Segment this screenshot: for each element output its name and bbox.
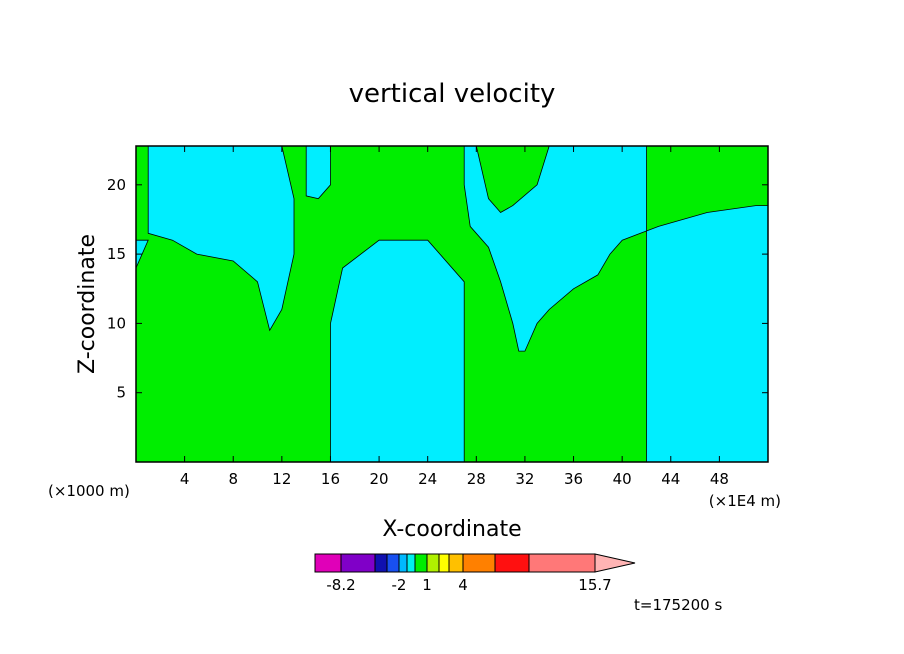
colorbar-labels: -8.2 -2 1 4 15.7 [326, 576, 611, 594]
colorbar-bin [414, 553, 428, 573]
y-tick-label: 20 [107, 176, 126, 194]
y-tick-label: 10 [107, 314, 126, 332]
x-tick-label: 28 [467, 470, 486, 488]
colorbar [314, 553, 636, 573]
colorbar-tick-label: -2 [392, 576, 407, 594]
colorbar-tick-label: 1 [422, 576, 432, 594]
colorbar-bin [398, 553, 408, 573]
colorbar-bin [340, 553, 376, 573]
chart-title: vertical velocity [349, 79, 556, 109]
colorbar-bin [448, 553, 464, 573]
x-tick-label: 32 [515, 470, 534, 488]
contour-regions [135, 145, 769, 463]
x-axis-ticks: 4 8 12 16 20 24 28 32 36 40 44 48 [180, 146, 729, 488]
colorbar-bin [438, 553, 450, 573]
x-axis-unit: (×1E4 m) [709, 492, 781, 510]
colorbar-bin [528, 553, 596, 573]
plot-frame [135, 145, 769, 463]
x-axis-label: X-coordinate [382, 517, 521, 542]
y-axis-label: Z-coordinate [75, 234, 100, 374]
x-tick-label: 44 [661, 470, 680, 488]
x-tick-label: 20 [370, 470, 389, 488]
colorbar-tick-label: -8.2 [326, 576, 355, 594]
x-tick-label: 12 [272, 470, 291, 488]
x-tick-label: 16 [321, 470, 340, 488]
colorbar-bin [374, 553, 388, 573]
y-tick-label: 15 [107, 245, 126, 263]
colorbar-bin [406, 553, 416, 573]
y-tick-label: 5 [116, 384, 126, 402]
contour-region-1 [135, 145, 769, 463]
colorbar-tick-label: 15.7 [578, 576, 611, 594]
colorbar-bin [462, 553, 496, 573]
x-tick-label: 40 [613, 470, 632, 488]
colorbar-arrow [594, 553, 636, 573]
time-label: t=175200 s [634, 596, 722, 614]
x-tick-label: 4 [180, 470, 190, 488]
colorbar-bin [386, 553, 400, 573]
y-axis-ticks: 5 10 15 20 [107, 176, 768, 402]
colorbar-bin [314, 553, 342, 573]
colorbar-bin [494, 553, 530, 573]
x-tick-label: 36 [564, 470, 583, 488]
x-tick-label: 8 [228, 470, 238, 488]
x-tick-label: 24 [418, 470, 437, 488]
colorbar-tick-label: 4 [458, 576, 468, 594]
colorbar-bin [426, 553, 440, 573]
y-axis-unit: (×1000 m) [48, 482, 130, 500]
x-tick-label: 48 [710, 470, 729, 488]
